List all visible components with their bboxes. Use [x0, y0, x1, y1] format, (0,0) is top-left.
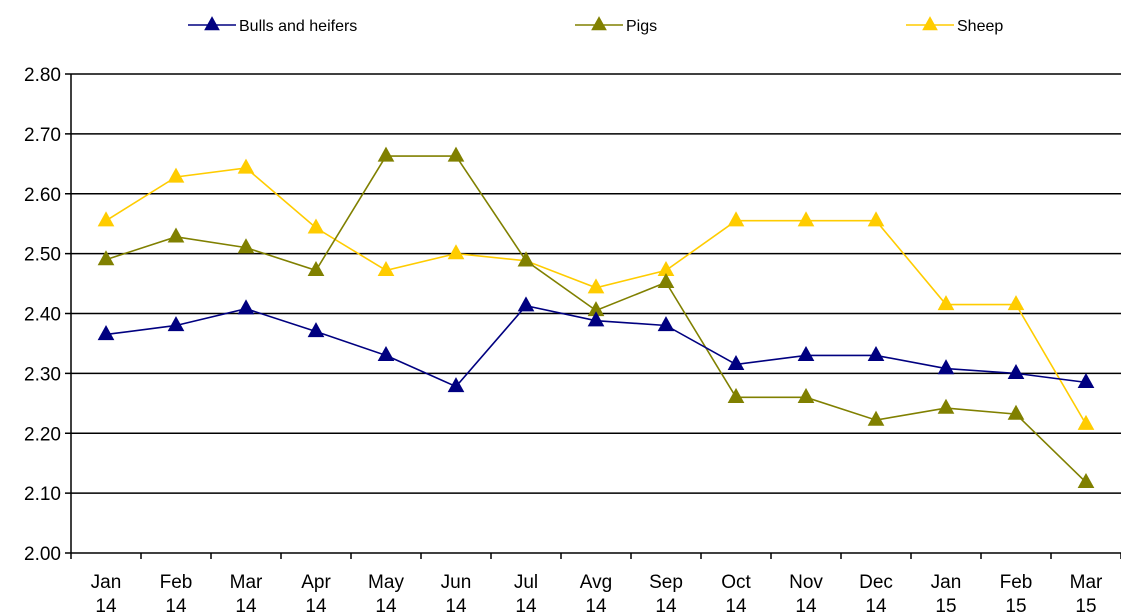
- data-point-marker: [587, 278, 605, 294]
- data-point-marker: [937, 359, 955, 375]
- data-point-marker: [867, 346, 885, 362]
- axes: 2.00 2.10 2.20 2.30 2.40 2.50 2.60 2.70 2.80 Jan 1…: [24, 65, 1121, 616]
- legend-label: Bulls and heifers: [239, 18, 357, 35]
- legend-marker: [591, 16, 607, 31]
- x-tick-label: Avg 14: [580, 572, 612, 616]
- data-point-marker: [1007, 404, 1025, 420]
- data-point-marker: [377, 346, 395, 362]
- data-point-marker: [797, 211, 815, 227]
- data-point-marker: [1007, 295, 1025, 311]
- x-tick-label: Mar 15: [1070, 572, 1103, 616]
- data-point-marker: [377, 260, 395, 277]
- x-tick-label: May 14: [368, 572, 404, 616]
- data-point-marker: [517, 251, 535, 267]
- legend-item: Sheep: [906, 16, 1003, 35]
- data-point-marker: [727, 211, 745, 227]
- x-tick-label: Feb 15: [1000, 572, 1033, 616]
- data-point-marker: [867, 211, 885, 227]
- legend-item: Bulls and heifers: [188, 16, 357, 35]
- legend-marker: [204, 16, 220, 31]
- data-point-marker: [1007, 363, 1025, 380]
- data-point-marker: [167, 167, 185, 183]
- legend: Bulls and heifers Pigs Sheep: [188, 16, 1003, 35]
- data-point-marker: [727, 354, 745, 371]
- x-tick-label: Mar 14: [230, 572, 263, 616]
- data-point-marker: [97, 250, 115, 266]
- x-tick-label: Jun 14: [441, 572, 472, 616]
- series-line: [105, 167, 1087, 425]
- data-point-marker: [1077, 472, 1095, 488]
- y-tick-label: 2.50: [24, 245, 61, 266]
- x-tick-label: Jul 14: [514, 572, 538, 616]
- x-tick-label: Feb 14: [160, 572, 193, 616]
- data-point-marker: [447, 146, 465, 162]
- data-point-marker: [237, 158, 255, 174]
- data-point-marker: [237, 299, 255, 315]
- data-point-marker: [447, 377, 465, 393]
- x-tick-label: Jan 14: [91, 572, 122, 616]
- data-point-marker: [97, 325, 115, 341]
- legend-item: Pigs: [575, 16, 657, 35]
- data-point-marker: [657, 272, 675, 288]
- data-point-marker: [657, 316, 675, 332]
- y-tick-label: 2.30: [24, 364, 61, 385]
- y-tick-label: 2.70: [24, 125, 61, 146]
- data-point-marker: [937, 295, 955, 311]
- y-tick-label: 2.80: [24, 65, 61, 86]
- x-tick-label: Nov 14: [789, 572, 823, 616]
- data-point-marker: [97, 211, 115, 227]
- data-point-marker: [797, 346, 815, 362]
- series-layer: [97, 146, 1095, 488]
- data-point-marker: [237, 238, 255, 254]
- data-point-marker: [587, 311, 605, 327]
- data-point-marker: [167, 316, 185, 332]
- x-tick-label: Dec 14: [859, 572, 893, 616]
- legend-label: Sheep: [957, 18, 1003, 35]
- x-tick-label: Oct 14: [721, 572, 751, 616]
- data-point-marker: [307, 260, 325, 277]
- x-tick-label: Sep 14: [649, 572, 683, 616]
- legend-marker: [922, 16, 938, 31]
- legend-label: Pigs: [626, 18, 657, 35]
- data-point-marker: [307, 322, 325, 338]
- data-point-marker: [867, 410, 885, 426]
- data-point-marker: [517, 296, 535, 312]
- x-tick-label: Jan 15: [931, 572, 962, 616]
- y-tick-label: 2.40: [24, 305, 61, 326]
- data-point-marker: [1077, 372, 1095, 388]
- data-point-marker: [447, 244, 465, 260]
- y-tick-label: 2.10: [24, 484, 61, 505]
- y-tick-label: 2.00: [24, 544, 61, 565]
- y-tick-label: 2.20: [24, 424, 61, 445]
- data-point-marker: [937, 398, 955, 414]
- data-point-marker: [307, 218, 325, 234]
- data-point-marker: [167, 227, 185, 243]
- data-point-marker: [797, 387, 815, 403]
- data-point-marker: [1077, 414, 1095, 430]
- y-tick-label: 2.60: [24, 185, 61, 206]
- x-tick-label: Apr 14: [301, 572, 331, 616]
- data-point-marker: [727, 387, 745, 403]
- data-point-marker: [377, 146, 395, 162]
